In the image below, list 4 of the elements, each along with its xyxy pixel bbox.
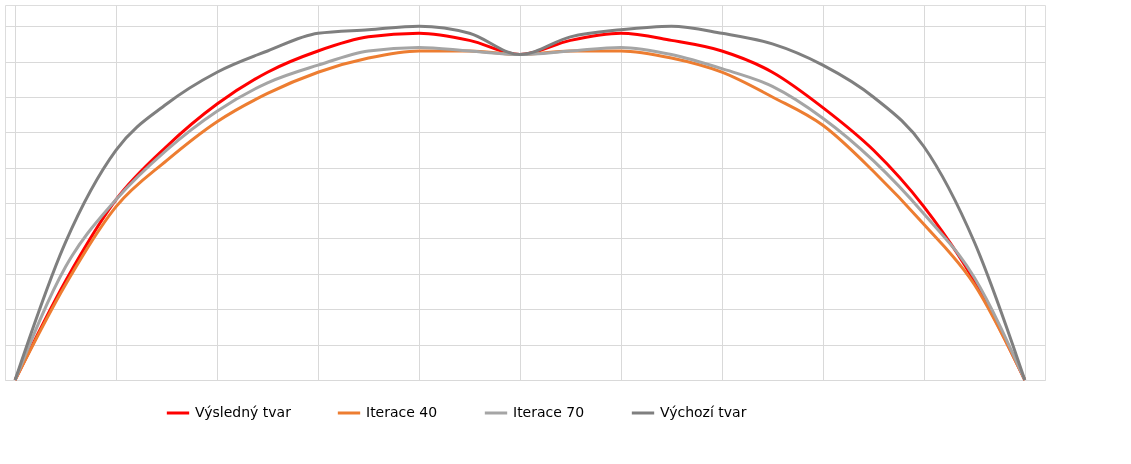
legend-label: Iterace 70 — [513, 404, 585, 420]
legend-label: Iterace 40 — [366, 404, 438, 420]
legend-label: Výsledný tvar — [195, 404, 292, 420]
legend-label: Výchozí tvar — [660, 404, 747, 420]
